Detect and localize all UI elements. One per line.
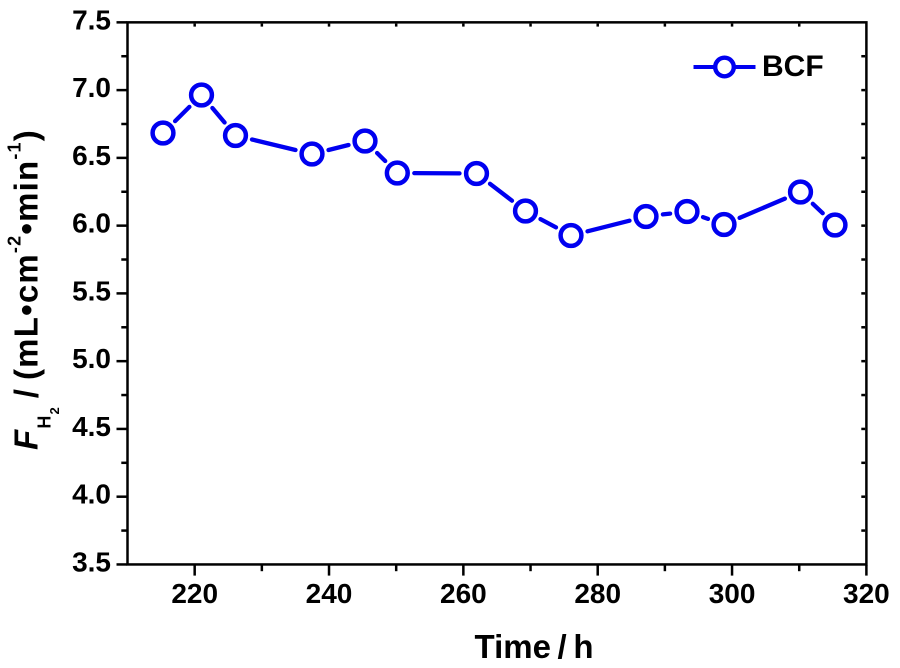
svg-text:280: 280	[574, 578, 621, 609]
svg-text:5.0: 5.0	[72, 343, 111, 374]
svg-text:320: 320	[843, 578, 890, 609]
svg-text:6.0: 6.0	[72, 208, 111, 239]
svg-text:4.5: 4.5	[72, 411, 111, 442]
svg-text:240: 240	[306, 578, 353, 609]
svg-text:6.5: 6.5	[72, 140, 111, 171]
svg-text:3.5: 3.5	[72, 547, 111, 578]
svg-text:260: 260	[440, 578, 487, 609]
svg-text:FH2 / (mL•cm-2•min-1): FH2 / (mL•cm-2•min-1)	[5, 129, 63, 450]
svg-text:220: 220	[171, 578, 218, 609]
svg-text:300: 300	[709, 578, 756, 609]
svg-text:7.5: 7.5	[72, 4, 111, 35]
svg-text:Time / h: Time / h	[475, 628, 594, 665]
svg-text:7.0: 7.0	[72, 72, 111, 103]
svg-text:BCF: BCF	[762, 50, 824, 83]
svg-text:4.0: 4.0	[72, 479, 111, 510]
svg-text:5.5: 5.5	[72, 275, 111, 306]
